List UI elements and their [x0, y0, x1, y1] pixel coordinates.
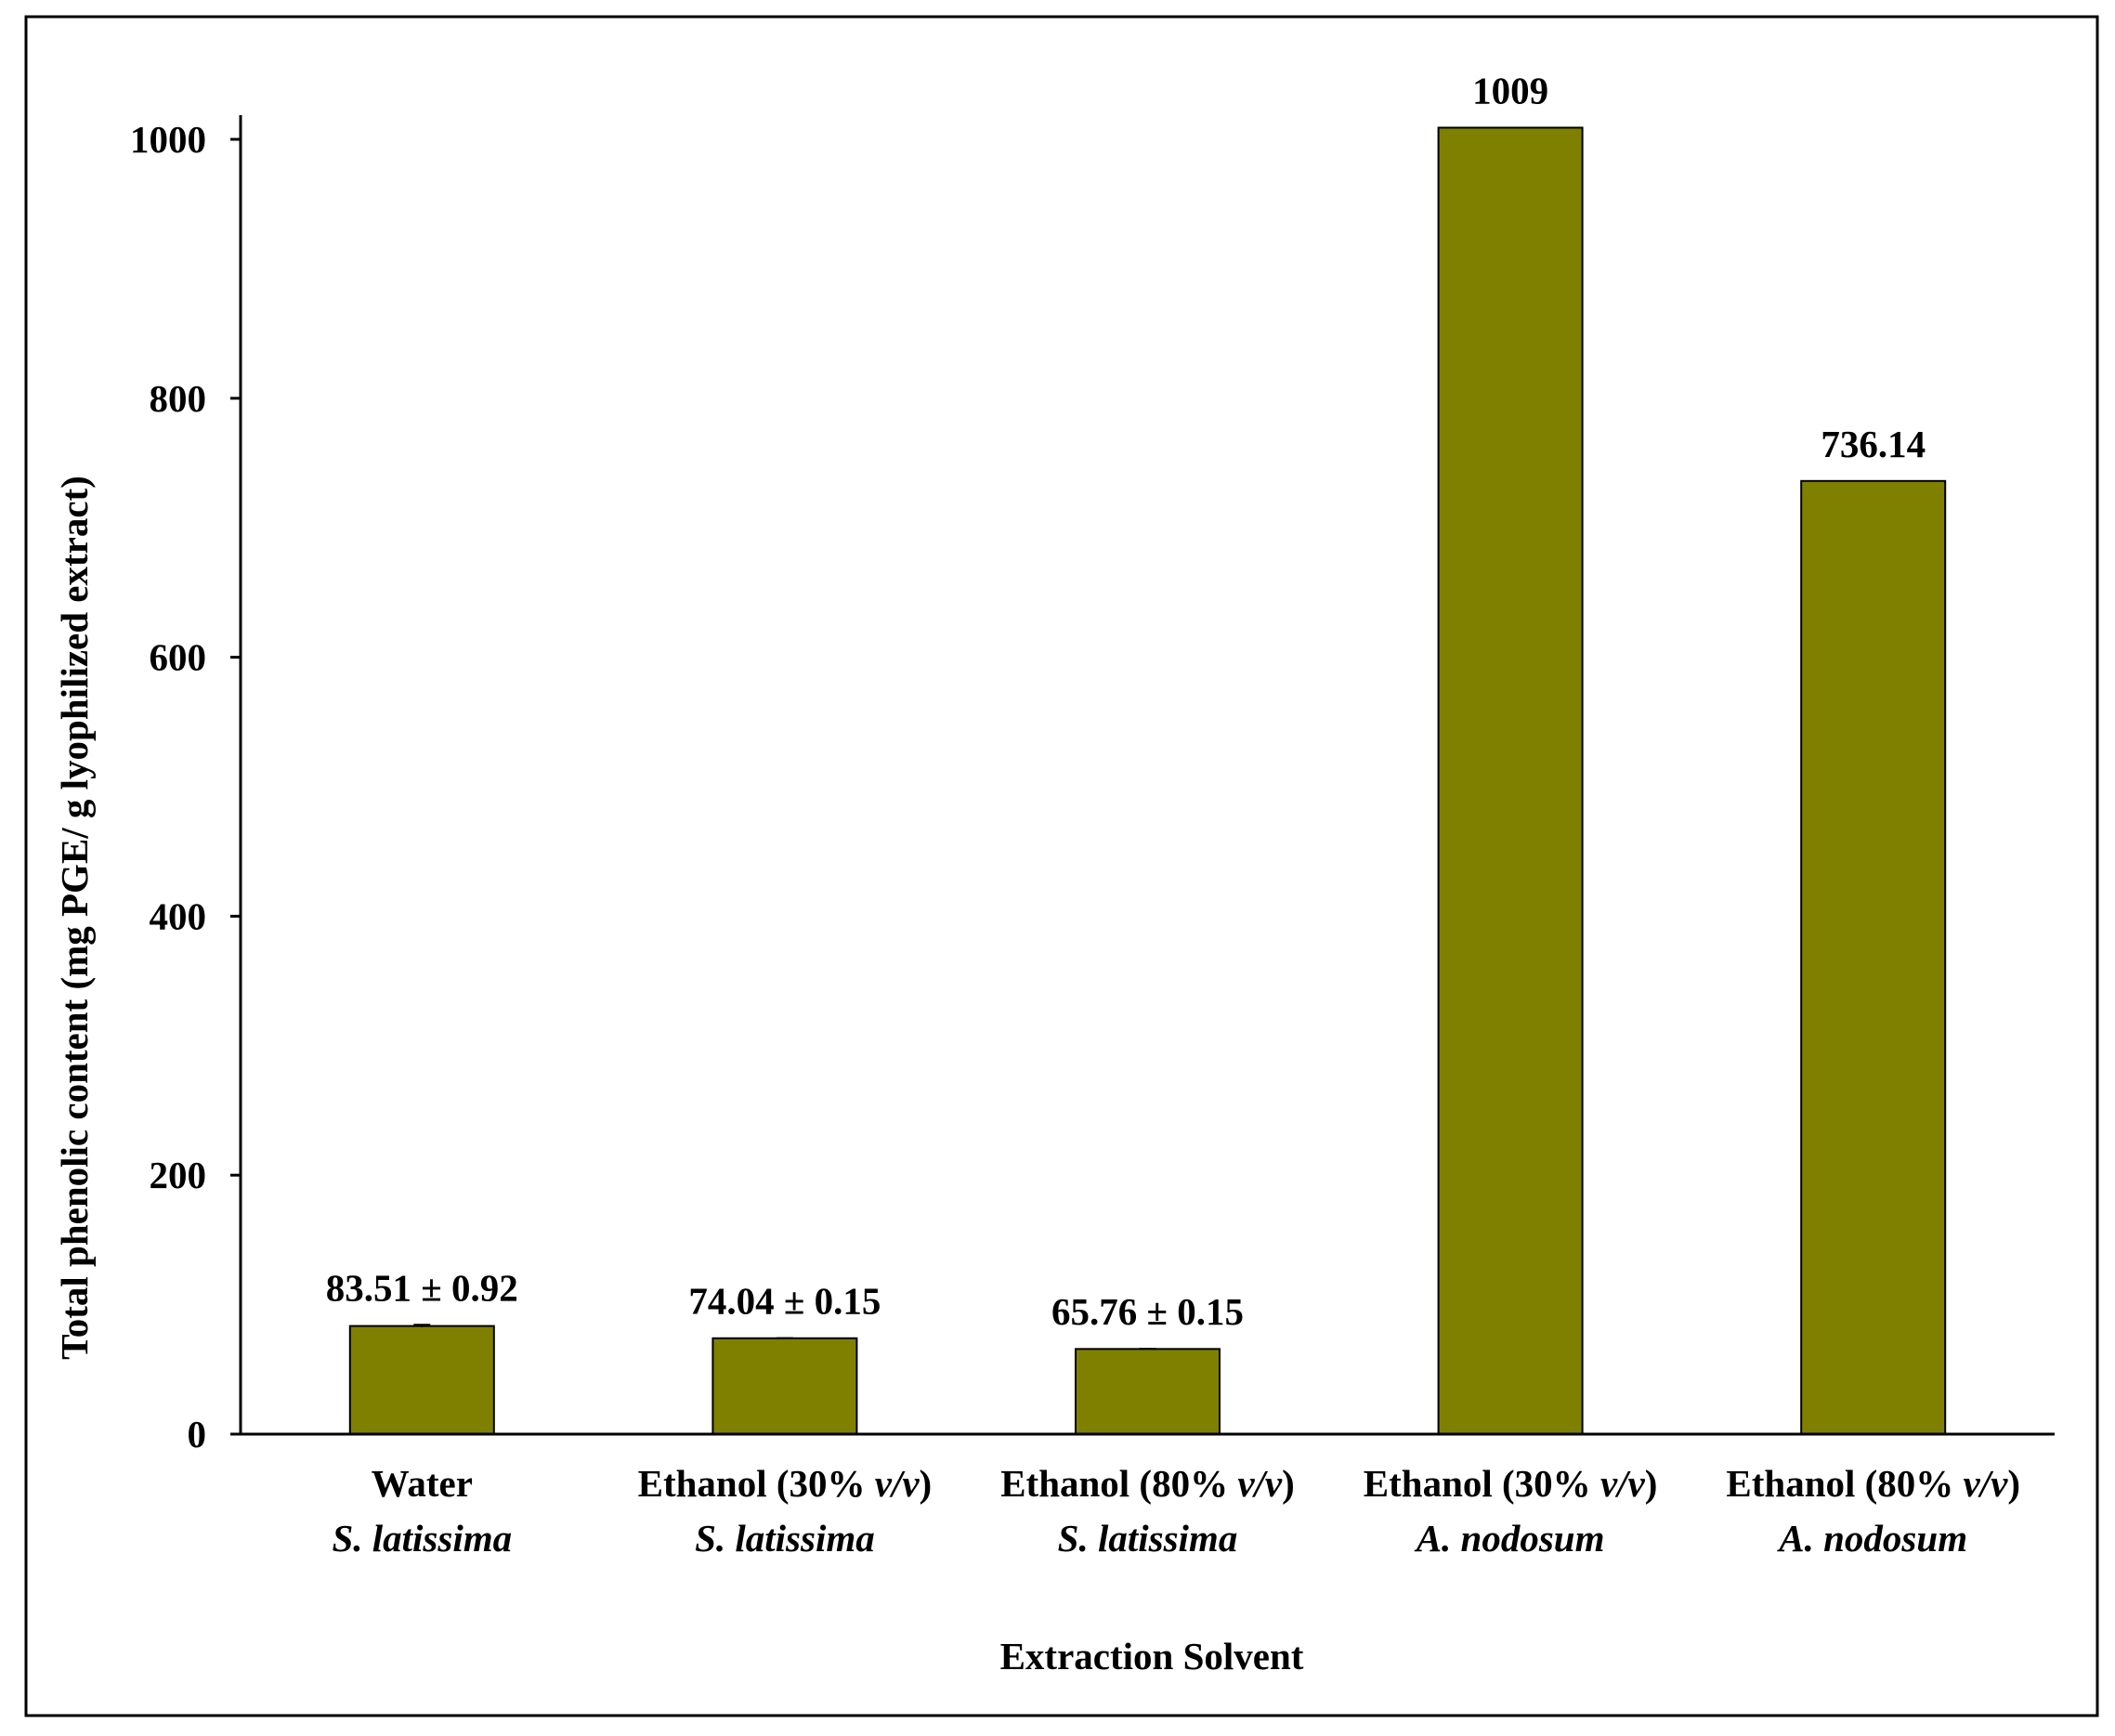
y-tick-label: 0 — [188, 1413, 207, 1455]
x-category-label-ratio: v/v — [1600, 1462, 1646, 1505]
data-label: 74.04 ± 0.15 — [688, 1280, 881, 1323]
chart-frame — [24, 15, 2099, 1717]
x-category-label-species: S. latissima — [695, 1517, 875, 1560]
data-label: 65.76 ± 0.15 — [1051, 1290, 1244, 1333]
x-category-label-species: A. nodosum — [1414, 1517, 1605, 1560]
x-category-label-line1: Ethanol (30% v/v) — [1364, 1462, 1658, 1505]
x-category-label-close: ) — [920, 1462, 933, 1505]
y-tick-label: 400 — [150, 894, 207, 937]
x-category-label-text: Water — [372, 1462, 473, 1505]
bars-group — [348, 126, 1947, 1436]
y-axis-title: Total phenolic content (mg PGE/ g lyophi… — [53, 476, 96, 1360]
y-tick-label: 600 — [150, 636, 207, 679]
data-label: 83.51 ± 0.92 — [326, 1266, 518, 1309]
x-category-label-close: ) — [1645, 1462, 1658, 1505]
y-tick-label: 1000 — [130, 118, 206, 161]
bar — [712, 1337, 858, 1435]
x-category-label-species: S. latissima — [332, 1517, 512, 1560]
bar — [1437, 126, 1584, 1436]
x-category-label-line1: Ethanol (80% v/v) — [1726, 1462, 2020, 1505]
data-labels-group: 83.51 ± 0.92 74.04 ± 0.15 65.76 ± 0.15 1009… — [326, 69, 1926, 1333]
x-category-label-close: ) — [1282, 1462, 1295, 1505]
x-axis-title: Extraction Solvent — [1000, 1635, 1304, 1677]
x-category-label-line1: Ethanol (80% v/v) — [1000, 1462, 1295, 1505]
x-category-label-line1: Water — [372, 1462, 473, 1505]
y-tick-label: 200 — [150, 1154, 207, 1196]
x-category-label-line1: Ethanol (30% v/v) — [638, 1462, 933, 1505]
y-ticks-group: 0 200 400 600 800 1000 — [130, 118, 241, 1455]
x-category-label-species: S. latissima — [1058, 1517, 1238, 1560]
x-category-label-species: A. nodosum — [1776, 1517, 1967, 1560]
data-label: 736.14 — [1821, 423, 1926, 465]
x-category-label-text: Ethanol (30% — [638, 1462, 875, 1505]
bar — [1075, 1348, 1221, 1436]
x-category-label-text: Ethanol (80% — [1726, 1462, 1963, 1505]
data-label: 1009 — [1472, 69, 1548, 111]
x-category-label-ratio: v/v — [875, 1462, 920, 1505]
x-category-label-ratio: v/v — [1237, 1462, 1283, 1505]
x-category-label-close: ) — [2007, 1462, 2020, 1505]
bar — [348, 1325, 495, 1435]
error-bars-group — [413, 1324, 1156, 1351]
y-tick-label: 800 — [150, 377, 207, 420]
bar — [1800, 479, 1947, 1436]
x-category-labels-group: Water S. latissima Ethanol (30% v/v) S. lat… — [332, 1462, 2020, 1560]
x-category-label-text: Ethanol (80% — [1000, 1462, 1237, 1505]
x-category-label-ratio: v/v — [1964, 1462, 2009, 1505]
x-category-label-text: Ethanol (30% — [1364, 1462, 1600, 1505]
